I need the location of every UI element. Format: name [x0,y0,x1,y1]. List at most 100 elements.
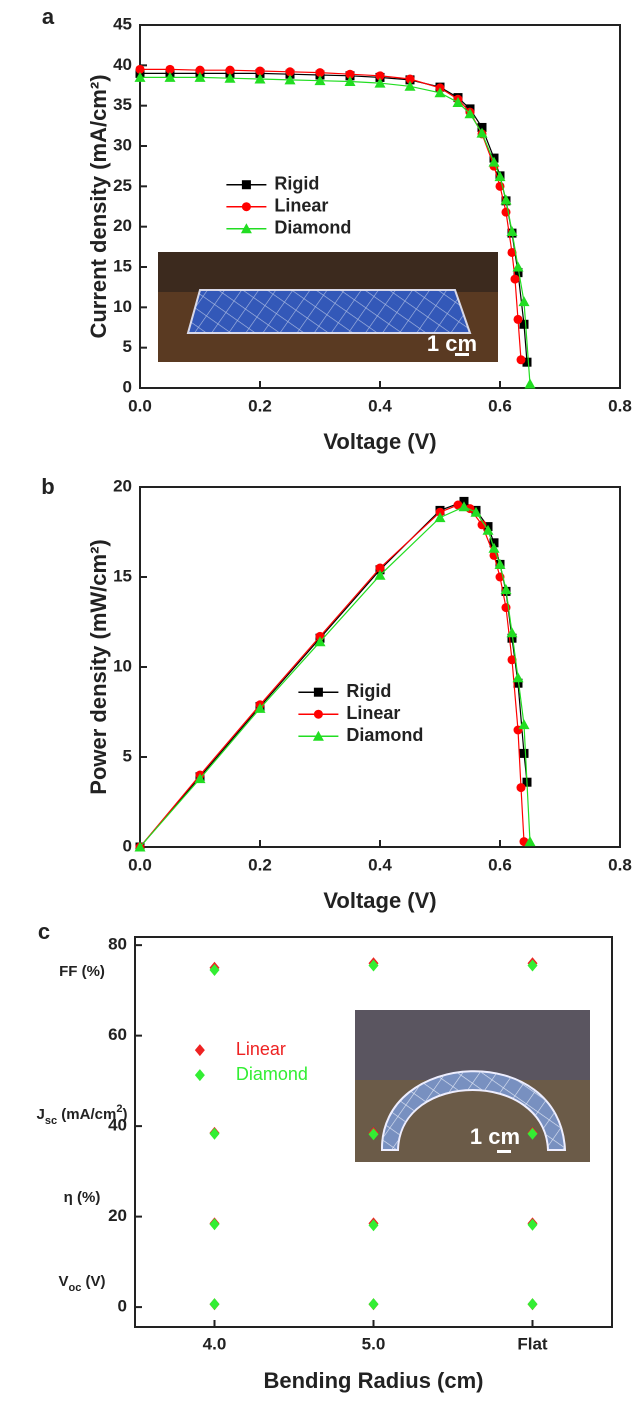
x-axis-title: Voltage (V) [323,888,436,913]
marker [285,67,295,77]
group-label-part: J [37,1106,45,1123]
y-tick-label: 25 [113,176,132,195]
x-tick-label: 0.0 [128,396,152,415]
marker [255,66,265,76]
marker [165,64,175,74]
marker [368,1298,379,1311]
y-axis-title: Power density (mW/cm²) [86,539,111,794]
series-line [139,500,528,848]
x-tick-label: 0.2 [248,855,272,874]
y-tick-label: 10 [113,656,132,675]
marker [375,563,385,573]
legend-label: Diamond [274,217,351,237]
marker [375,71,385,81]
marker [452,96,464,107]
marker [527,959,538,972]
y-tick-label: 10 [113,297,132,316]
legend-label: Linear [274,195,328,215]
marker [195,65,205,75]
legend-marker [313,709,323,719]
marker [284,74,296,85]
marker [500,584,512,595]
marker [315,68,325,78]
marker [507,247,517,257]
marker [506,226,518,237]
marker [488,156,500,167]
photo-a [158,252,498,362]
marker [254,73,266,84]
y-tick-label: 15 [113,256,132,275]
marker [404,80,416,91]
panel-label: b [41,474,54,499]
marker [209,1298,220,1311]
y-tick-label: 60 [108,1025,127,1044]
group-label-part: V [58,1273,68,1290]
series-line [139,506,531,848]
x-tick-label: 0.4 [368,396,392,415]
group-label-part: sc [45,1115,57,1127]
legend-marker [240,223,252,234]
x-tick-label: 0.4 [368,855,392,874]
group-label-part: (V) [81,1273,105,1290]
x-tick-label: 0.8 [608,396,632,415]
legend-label: Rigid [346,681,391,701]
marker [522,357,532,367]
marker [314,75,326,86]
marker [254,702,266,713]
marker [513,314,523,324]
marker [512,261,524,272]
marker [209,1127,220,1140]
marker [434,512,446,523]
marker [488,542,500,553]
marker [518,296,530,307]
marker [510,274,520,284]
legend-label: Linear [236,1039,286,1059]
marker [194,1044,205,1057]
y-tick-label: 15 [113,566,132,585]
photo-c [355,1010,590,1162]
x-tick-label: 0.2 [248,396,272,415]
x-tick-label: Flat [517,1334,548,1353]
y-tick-label: 40 [108,1116,127,1135]
marker [194,71,206,82]
legend-label: Diamond [236,1064,308,1084]
marker [194,773,206,784]
marker [507,655,517,665]
marker [434,87,446,98]
y-tick-label: 40 [113,55,132,74]
marker [512,672,524,683]
marker [134,841,146,852]
legend-marker [241,180,251,190]
marker [470,506,482,517]
marker [194,1069,205,1082]
legend-marker [241,202,251,212]
marker [494,558,506,569]
marker [224,72,236,83]
group-label: FF (%) [59,963,105,980]
legend-marker [313,687,323,697]
marker [519,319,529,329]
marker [494,171,506,182]
legend-label: Linear [346,703,400,723]
marker [314,636,326,647]
y-tick-label: 0 [123,836,132,855]
group-label-part: ) [122,1106,127,1123]
marker [374,569,386,580]
y-tick-label: 20 [108,1206,127,1225]
y-tick-label: 80 [108,935,127,954]
marker [476,127,488,138]
y-tick-label: 5 [123,746,132,765]
marker [527,1218,538,1231]
y-axis-title: Current density (mA/cm²) [86,74,111,338]
marker [516,783,526,793]
marker [524,836,536,847]
marker [477,122,487,132]
marker [518,719,530,730]
marker [527,1298,538,1311]
marker [345,69,355,79]
group-label-part: (mA/cm [57,1106,116,1123]
x-axis-title: Voltage (V) [323,429,436,454]
marker [464,108,476,119]
marker [458,501,470,512]
marker [135,64,145,74]
